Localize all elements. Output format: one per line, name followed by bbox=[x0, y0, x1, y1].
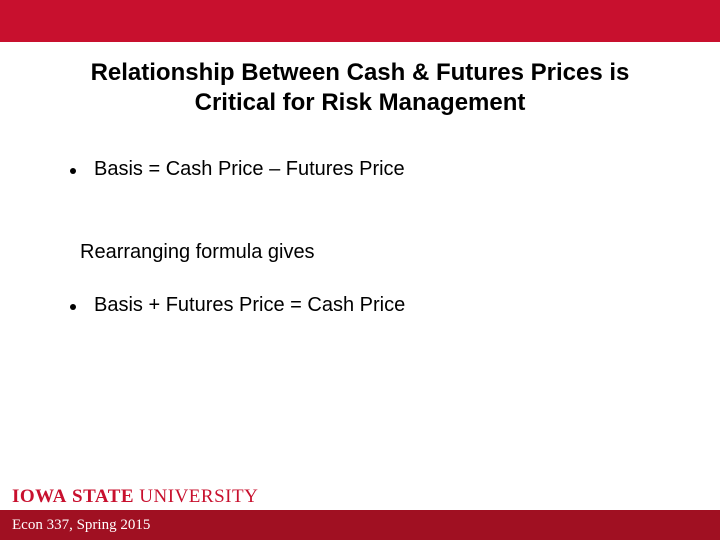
logo-university: UNIVERSITY bbox=[139, 486, 258, 507]
title-area: Relationship Between Cash & Futures Pric… bbox=[0, 42, 720, 128]
body-area: Basis = Cash Price – Futures Price Rearr… bbox=[0, 128, 720, 540]
bullet-dot-icon bbox=[70, 304, 76, 310]
slide-title: Relationship Between Cash & Futures Pric… bbox=[60, 58, 660, 118]
footer: IOWA STATE UNIVERSITY Econ 337, Spring 2… bbox=[0, 486, 720, 540]
body-text: Rearranging formula gives bbox=[80, 241, 680, 264]
bullet-text: Basis = Cash Price – Futures Price bbox=[94, 158, 405, 181]
top-accent-bar bbox=[0, 0, 720, 42]
course-label: Econ 337, Spring 2015 bbox=[12, 517, 150, 534]
logo-row: IOWA STATE UNIVERSITY bbox=[0, 486, 720, 510]
university-logo: IOWA STATE UNIVERSITY bbox=[12, 486, 258, 507]
logo-iowa: IOWA bbox=[12, 486, 67, 507]
bottom-accent-bar: Econ 337, Spring 2015 bbox=[0, 510, 720, 540]
bullet-item: Basis = Cash Price – Futures Price bbox=[70, 158, 680, 181]
bullet-dot-icon bbox=[70, 168, 76, 174]
logo-state: STATE bbox=[72, 486, 134, 507]
bullet-text: Basis + Futures Price = Cash Price bbox=[94, 294, 405, 317]
bullet-item: Basis + Futures Price = Cash Price bbox=[70, 294, 680, 317]
slide: Relationship Between Cash & Futures Pric… bbox=[0, 0, 720, 540]
